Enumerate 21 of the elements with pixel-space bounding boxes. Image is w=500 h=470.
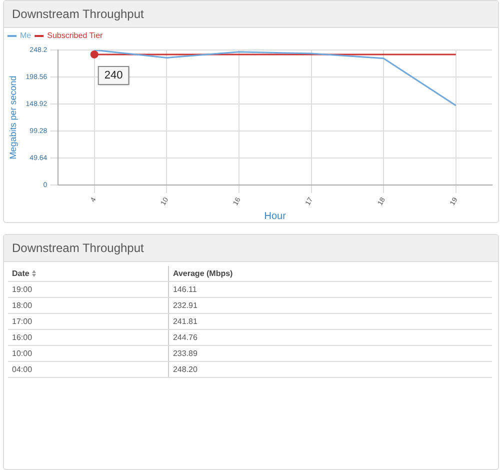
chart-title: Downstream Throughput	[4, 1, 498, 28]
text: 19:00	[8, 282, 168, 298]
annotation: 240	[104, 69, 123, 82]
text: 146.11	[168, 282, 492, 298]
text: 248.20	[168, 362, 492, 378]
text: 233.89	[168, 346, 492, 362]
text: 17:00	[8, 314, 168, 330]
text: Downstream Throughput	[4, 235, 498, 262]
text: 18:00	[8, 298, 168, 314]
text: 244.76	[168, 330, 492, 346]
text: Average (Mbps)	[168, 266, 492, 282]
legend-label: Me	[20, 31, 32, 40]
x-axis-title: Hour	[264, 210, 287, 222]
text: Date	[8, 266, 168, 282]
text: 10:00	[8, 346, 168, 362]
legend-label: Subscribed Tier	[47, 31, 104, 40]
y-axis-title: Megabits per second	[8, 76, 18, 160]
text: 241.81	[168, 314, 492, 330]
text: 04:00	[8, 362, 168, 378]
text: 232.91	[168, 298, 492, 314]
text: 16:00	[8, 330, 168, 346]
